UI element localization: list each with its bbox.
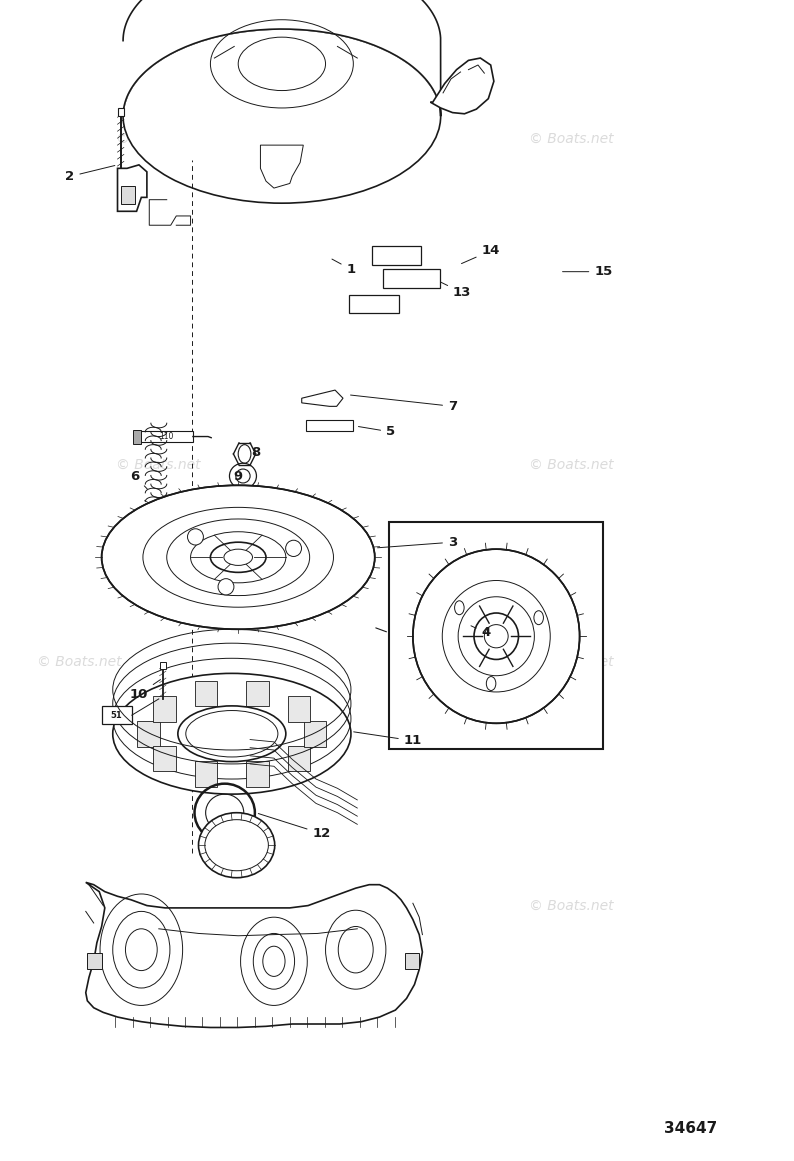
Bar [139, 431, 193, 442]
Bar [153, 697, 175, 722]
Text: 7: 7 [350, 395, 457, 413]
Bar [372, 246, 421, 265]
Ellipse shape [198, 813, 275, 878]
Bar [288, 697, 310, 722]
Bar [153, 745, 175, 771]
Text: 13: 13 [441, 282, 472, 300]
Text: 6: 6 [130, 469, 148, 489]
Text: © Boats.net: © Boats.net [530, 899, 614, 913]
Text: 2: 2 [65, 166, 115, 183]
Circle shape [534, 611, 543, 625]
Text: 4: 4 [471, 626, 491, 640]
Polygon shape [430, 58, 494, 114]
Text: 3: 3 [377, 535, 457, 549]
Text: 5: 5 [358, 425, 395, 439]
Polygon shape [118, 165, 147, 211]
Bar [160, 662, 166, 669]
Polygon shape [123, 0, 441, 116]
Text: © Boats.net: © Boats.net [117, 457, 201, 471]
Text: 11: 11 [353, 731, 422, 748]
Circle shape [486, 677, 495, 691]
Text: © Boats.net: © Boats.net [117, 132, 201, 146]
Polygon shape [302, 390, 343, 406]
Bar [389, 522, 603, 749]
Ellipse shape [413, 549, 580, 723]
Bar [137, 721, 160, 747]
Bar [121, 186, 135, 204]
Bar [195, 762, 218, 787]
Ellipse shape [113, 673, 351, 794]
Text: 15: 15 [562, 265, 612, 279]
Polygon shape [260, 145, 303, 188]
Bar [195, 680, 218, 706]
Bar [349, 295, 399, 313]
Text: 51: 51 [111, 711, 122, 720]
Text: 8: 8 [251, 446, 260, 460]
Text: © Boats.net: © Boats.net [530, 457, 614, 471]
Polygon shape [86, 882, 422, 1027]
Bar [306, 420, 353, 431]
Text: 10: 10 [129, 679, 160, 701]
Bar [304, 721, 326, 747]
Text: 14: 14 [461, 244, 500, 264]
Text: © Boats.net: © Boats.net [530, 655, 614, 669]
Bar [383, 269, 440, 288]
Bar [405, 953, 419, 969]
Text: 34647: 34647 [664, 1122, 718, 1135]
Text: 12: 12 [258, 814, 330, 841]
Text: © Boats.net: © Boats.net [37, 655, 121, 669]
Ellipse shape [286, 540, 302, 556]
Ellipse shape [123, 29, 441, 203]
Bar [246, 680, 268, 706]
Bar [102, 706, 132, 724]
Ellipse shape [187, 528, 203, 545]
Bar [118, 108, 124, 116]
Text: 9: 9 [233, 469, 243, 483]
Bar [288, 745, 310, 771]
Bar [246, 762, 268, 787]
Text: 110: 110 [160, 432, 174, 441]
Bar [133, 430, 141, 444]
Text: 1: 1 [332, 259, 356, 276]
Circle shape [455, 600, 464, 614]
Ellipse shape [102, 485, 375, 629]
Ellipse shape [218, 578, 234, 594]
Bar [87, 953, 102, 969]
Text: © Boats.net: © Boats.net [530, 132, 614, 146]
